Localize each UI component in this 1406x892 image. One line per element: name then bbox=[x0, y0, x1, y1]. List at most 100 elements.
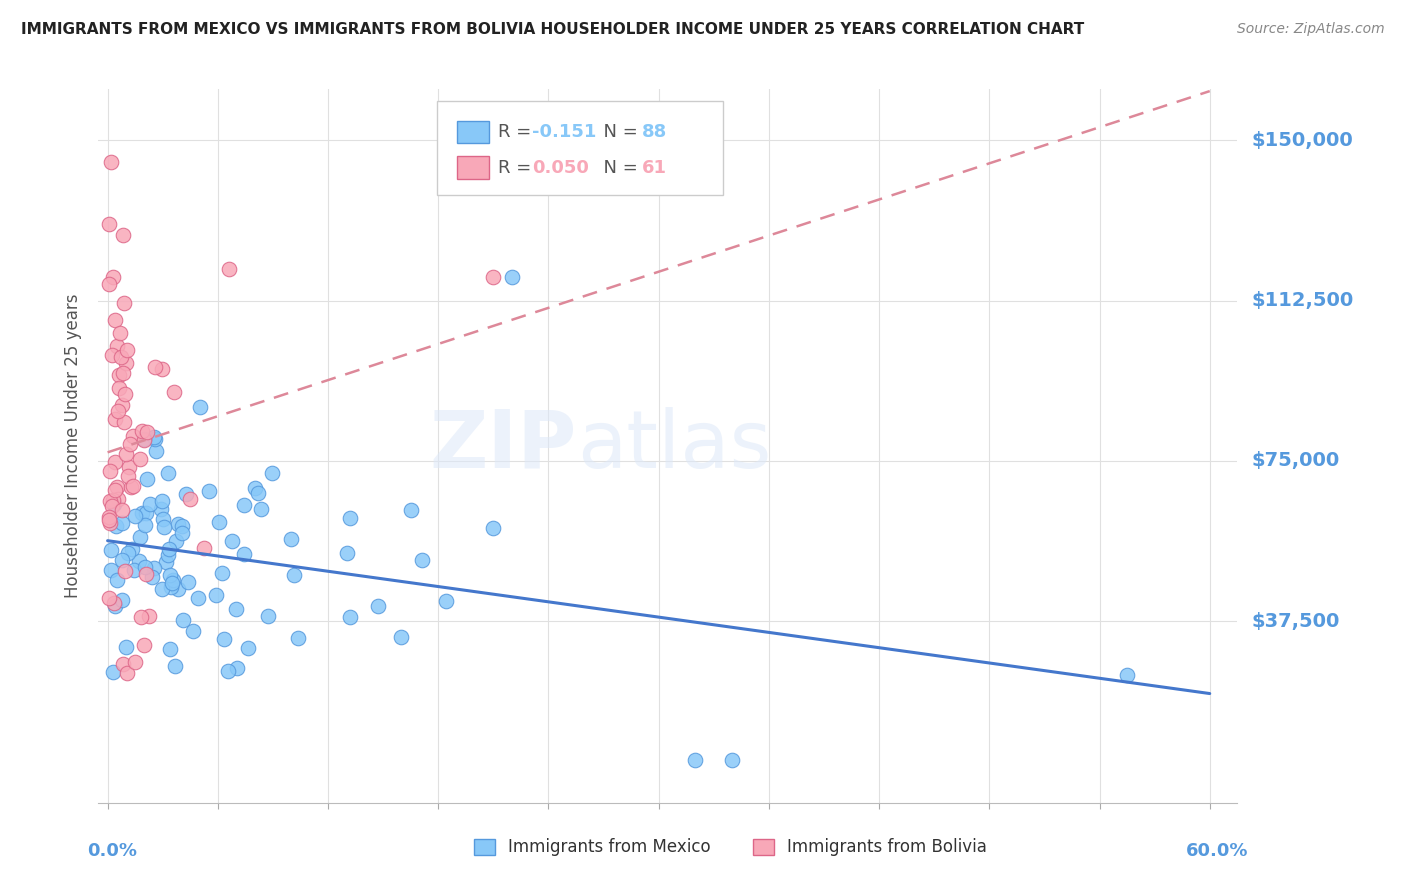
Point bbox=[104, 599, 127, 613]
Point bbox=[166, 517, 188, 532]
Point bbox=[134, 559, 156, 574]
Point bbox=[105, 574, 128, 588]
Point bbox=[179, 492, 201, 507]
Point bbox=[120, 437, 142, 451]
Point bbox=[121, 541, 143, 556]
Point bbox=[104, 412, 127, 426]
Point bbox=[122, 478, 145, 492]
Point bbox=[98, 513, 121, 527]
Point bbox=[103, 497, 125, 511]
Text: N =: N = bbox=[592, 159, 643, 177]
Text: R =: R = bbox=[498, 123, 537, 141]
Point bbox=[198, 483, 221, 498]
Point bbox=[150, 582, 173, 597]
Point bbox=[236, 640, 259, 655]
Point bbox=[257, 609, 280, 624]
Point bbox=[685, 753, 707, 767]
Text: atlas: atlas bbox=[576, 407, 770, 485]
Text: Immigrants from Bolivia: Immigrants from Bolivia bbox=[787, 838, 987, 856]
Point bbox=[108, 380, 131, 394]
Point bbox=[124, 655, 146, 669]
Point bbox=[101, 270, 124, 285]
Point bbox=[104, 483, 127, 497]
Point bbox=[98, 591, 121, 606]
Bar bbox=[457, 156, 489, 179]
Point bbox=[205, 588, 228, 602]
Point bbox=[336, 546, 359, 560]
Point bbox=[183, 624, 205, 638]
Point bbox=[188, 401, 211, 415]
Point bbox=[249, 501, 271, 516]
Text: 60.0%: 60.0% bbox=[1187, 842, 1249, 860]
Point bbox=[132, 432, 155, 446]
Point bbox=[103, 596, 125, 610]
Point bbox=[150, 494, 173, 508]
Point bbox=[117, 468, 139, 483]
Point bbox=[128, 452, 150, 467]
Y-axis label: Householder Income Under 25 years: Householder Income Under 25 years bbox=[65, 293, 83, 599]
Point bbox=[212, 632, 235, 647]
Point bbox=[162, 573, 184, 587]
Point bbox=[114, 447, 136, 461]
Point bbox=[172, 525, 194, 540]
Point bbox=[160, 580, 183, 594]
Point bbox=[131, 424, 153, 438]
Point bbox=[159, 568, 181, 582]
Point bbox=[107, 491, 129, 506]
Text: Source: ZipAtlas.com: Source: ZipAtlas.com bbox=[1237, 22, 1385, 37]
Point bbox=[150, 362, 173, 376]
Point bbox=[131, 610, 153, 624]
Point bbox=[107, 368, 129, 383]
Point bbox=[111, 593, 134, 607]
Point bbox=[115, 343, 138, 357]
Point bbox=[155, 555, 177, 569]
Text: 0.050: 0.050 bbox=[533, 159, 589, 177]
Point bbox=[118, 460, 141, 475]
Point bbox=[160, 576, 183, 591]
Point bbox=[132, 434, 155, 448]
Text: $112,500: $112,500 bbox=[1251, 291, 1354, 310]
Point bbox=[157, 548, 180, 562]
Point bbox=[172, 613, 194, 627]
Point bbox=[138, 608, 160, 623]
Point bbox=[150, 502, 173, 516]
Point bbox=[122, 563, 145, 577]
Point bbox=[136, 472, 159, 486]
Point bbox=[141, 569, 163, 583]
Point bbox=[134, 517, 156, 532]
Point bbox=[721, 753, 744, 767]
Point bbox=[143, 432, 166, 446]
Text: Immigrants from Mexico: Immigrants from Mexico bbox=[509, 838, 711, 856]
Bar bbox=[457, 120, 489, 144]
Text: R =: R = bbox=[498, 159, 537, 177]
Text: $37,500: $37,500 bbox=[1251, 612, 1340, 631]
Point bbox=[145, 444, 167, 458]
Point bbox=[131, 507, 153, 521]
Point bbox=[218, 261, 240, 276]
Point bbox=[165, 533, 187, 548]
Text: -0.151: -0.151 bbox=[533, 123, 596, 141]
Point bbox=[166, 582, 188, 596]
Point bbox=[111, 516, 134, 531]
Point bbox=[262, 467, 284, 481]
Point bbox=[112, 296, 135, 310]
Point bbox=[152, 519, 174, 533]
Point bbox=[163, 385, 186, 400]
Point bbox=[152, 511, 174, 525]
Point bbox=[187, 591, 209, 605]
Point bbox=[217, 665, 239, 679]
Point bbox=[1116, 667, 1139, 681]
Point bbox=[226, 661, 249, 675]
Point bbox=[482, 521, 505, 535]
Point bbox=[399, 502, 422, 516]
Point bbox=[280, 532, 302, 546]
Point bbox=[122, 429, 145, 443]
Text: ZIP: ZIP bbox=[429, 407, 576, 485]
Text: 0.0%: 0.0% bbox=[87, 842, 136, 860]
Point bbox=[501, 270, 523, 285]
Point bbox=[208, 515, 231, 529]
Point bbox=[112, 657, 135, 672]
Point bbox=[134, 638, 156, 652]
Point bbox=[115, 666, 138, 681]
Point bbox=[233, 498, 256, 512]
